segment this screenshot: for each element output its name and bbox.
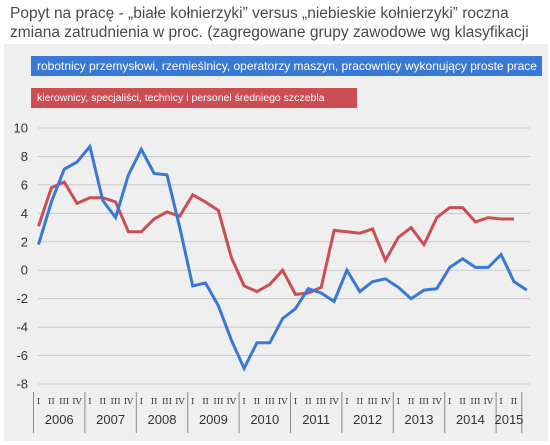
quarter-tick-label: IV [124, 397, 134, 407]
quarter-tick-label: III [419, 397, 429, 407]
y-tick-label: 4 [21, 206, 28, 221]
quarter-tick-label: II [48, 397, 55, 407]
quarter-tick-label: IV [72, 397, 82, 407]
quarter-tick-label: I [191, 397, 194, 407]
year-label: 2011 [302, 412, 330, 427]
year-label: 2006 [45, 412, 74, 427]
quarter-tick-label: III [162, 397, 172, 407]
y-tick-label: 6 [21, 177, 28, 192]
year-label: 2013 [405, 412, 434, 427]
year-label: 2008 [148, 412, 177, 427]
quarter-tick-label: II [356, 397, 363, 407]
quarter-tick-label: III [111, 397, 121, 407]
y-tick-label: -6 [16, 348, 28, 363]
year-label: 2009 [199, 412, 228, 427]
quarter-tick-label: IV [432, 397, 442, 407]
year-label: 2010 [250, 412, 279, 427]
quarter-tick-label: I [37, 397, 40, 407]
quarter-tick-label: II [254, 397, 261, 407]
y-tick-label: 8 [21, 149, 28, 164]
quarter-tick-label: II [202, 397, 209, 407]
quarter-tick-label: II [459, 397, 466, 407]
quarter-tick-label: I [242, 397, 245, 407]
y-tick-label: -2 [16, 291, 28, 306]
quarter-tick-label: IV [278, 397, 288, 407]
y-tick-label: -4 [16, 320, 28, 335]
quarter-tick-label: II [151, 397, 158, 407]
quarter-tick-label: IV [484, 397, 494, 407]
year-label: 2015 [494, 412, 523, 427]
quarter-tick-label: III [59, 397, 69, 407]
quarter-tick-label: III [265, 397, 275, 407]
year-label: 2012 [353, 412, 382, 427]
chart-frame [4, 44, 548, 441]
legend-entry-white-collar: kierownicy, specjaliści, technicy i pers… [31, 88, 357, 108]
quarter-tick-label: II [305, 397, 312, 407]
quarter-tick-label: I [140, 397, 143, 407]
quarter-tick-label: I [397, 397, 400, 407]
quarter-tick-label: III [316, 397, 326, 407]
y-tick-label: 2 [21, 234, 28, 249]
y-tick-label: 10 [14, 121, 28, 136]
year-label: 2014 [456, 412, 485, 427]
quarter-tick-label: II [511, 397, 518, 407]
quarter-tick-label: IV [227, 397, 237, 407]
quarter-tick-label: I [88, 397, 91, 407]
y-tick-label: -8 [16, 377, 28, 392]
quarter-tick-label: I [499, 397, 502, 407]
quarter-tick-label: I [448, 397, 451, 407]
quarter-tick-label: III [368, 397, 378, 407]
series-line-blue-collar [37, 143, 528, 372]
quarter-tick-label: IV [329, 397, 339, 407]
quarter-tick-label: II [408, 397, 415, 407]
quarter-tick-label: II [99, 397, 106, 407]
year-label: 2007 [96, 412, 125, 427]
quarter-tick-label: IV [175, 397, 185, 407]
quarter-tick-label: III [213, 397, 223, 407]
legend-entry-blue-collar: robotnicy przemysłowi, rzemieślnicy, ope… [31, 56, 542, 76]
quarter-tick-label: I [345, 397, 348, 407]
y-tick-label: 0 [21, 263, 28, 278]
quarter-tick-label: III [470, 397, 480, 407]
quarter-tick-label: I [294, 397, 297, 407]
quarter-tick-label: IV [381, 397, 391, 407]
